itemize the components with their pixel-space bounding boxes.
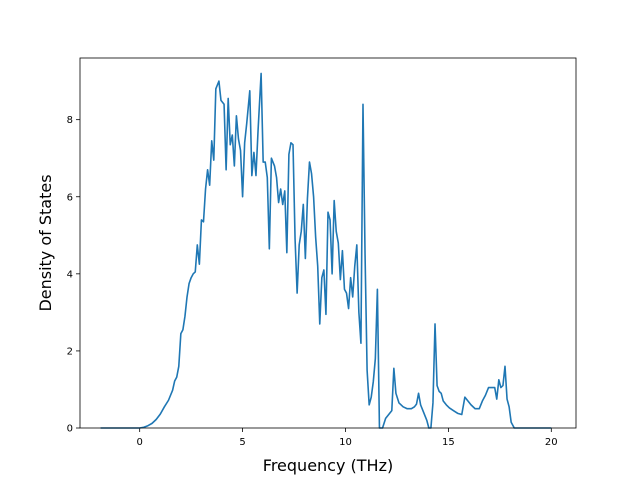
x-axis-label: Frequency (THz): [263, 456, 393, 475]
x-tick-label: 0: [136, 437, 142, 448]
x-tick-label: 5: [239, 437, 245, 448]
y-axis-label: Density of States: [36, 174, 55, 311]
y-tick-label: 6: [67, 192, 73, 203]
y-tick-label: 2: [67, 346, 73, 357]
plot-frame: [79, 57, 577, 429]
y-axis-ticks: 0 2 4 6 8: [67, 115, 80, 435]
x-tick-label: 20: [545, 437, 558, 448]
x-tick-label: 10: [339, 437, 352, 448]
dos-series-line: [100, 72, 552, 429]
x-axis-ticks: 0 5 10 15 20: [136, 428, 558, 448]
x-tick-label: 15: [442, 437, 455, 448]
y-tick-label: 4: [67, 269, 73, 280]
y-tick-label: 0: [67, 424, 73, 435]
y-tick-label: 8: [67, 115, 73, 126]
